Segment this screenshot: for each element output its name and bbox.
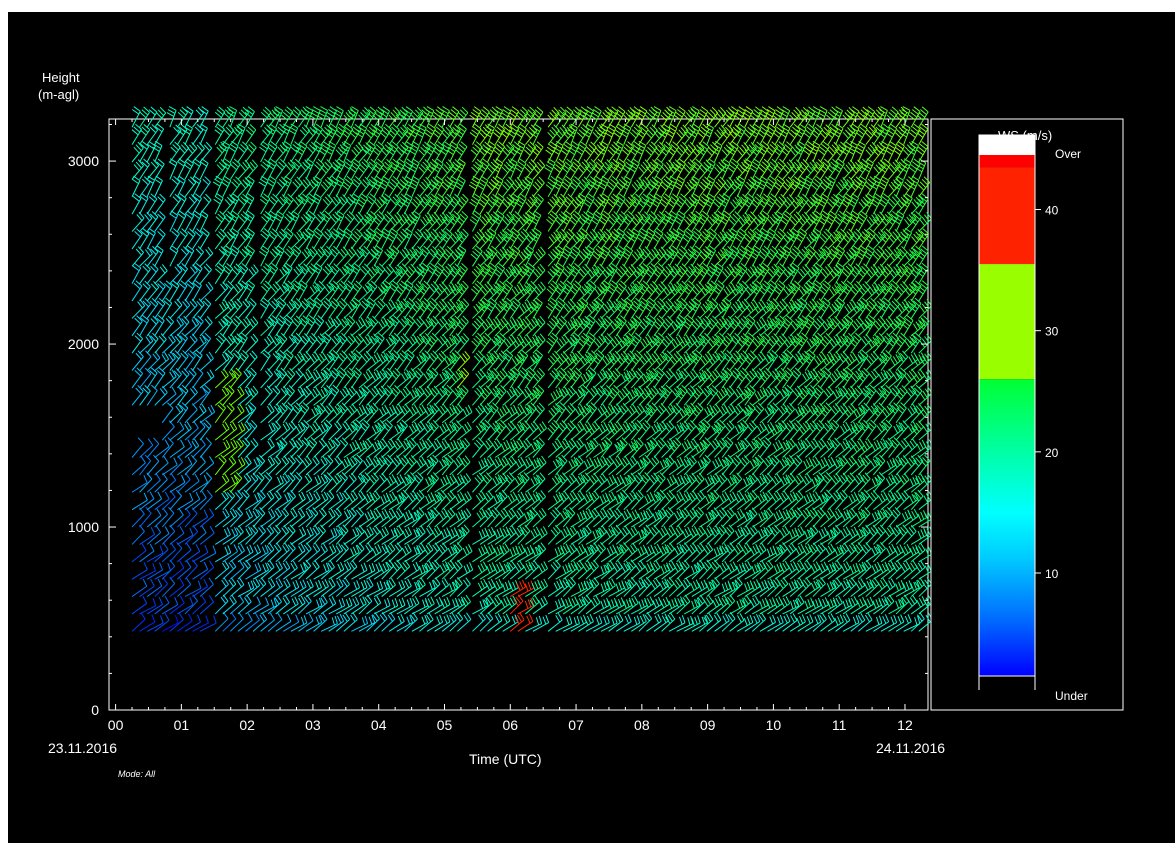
- colorbar-over-label: Over: [1055, 147, 1081, 161]
- x-tick-label: 10: [766, 717, 782, 733]
- x-tick-label: 02: [239, 717, 255, 733]
- colorbar: [979, 135, 1035, 690]
- colorbar-tick-label: 20: [1045, 446, 1059, 460]
- colorbar-segment: [979, 264, 1035, 379]
- mode-label: Mode: All: [118, 769, 156, 779]
- x-tick-label: 08: [634, 717, 650, 733]
- x-tick-label: 04: [371, 717, 387, 733]
- colorbar-segment: [979, 155, 1035, 167]
- start-date-label: 23.11.2016: [48, 740, 117, 756]
- wind-profile-chart: Height (m-agl) Time (UTC) 23.11.2016 24.…: [8, 12, 1175, 843]
- x-tick-label: 07: [568, 717, 584, 733]
- plot-window: Height (m-agl) Time (UTC) 23.11.2016 24.…: [8, 12, 1175, 843]
- x-tick-label: 01: [174, 717, 190, 733]
- colorbar-tick-label: 40: [1045, 204, 1059, 218]
- end-date-label: 24.11.2016: [876, 740, 945, 756]
- x-tick-label: 03: [305, 717, 321, 733]
- x-tick-label: 11: [832, 717, 847, 733]
- x-axis-title: Time (UTC): [469, 751, 542, 767]
- x-tick-label: 05: [437, 717, 453, 733]
- colorbar-segment: [979, 167, 1035, 264]
- y-tick-label: 1000: [68, 519, 99, 535]
- y-tick-label: 2000: [68, 336, 99, 352]
- x-tick-label: 09: [700, 717, 716, 733]
- colorbar-tick-label: 30: [1045, 325, 1059, 339]
- colorbar-over-box: [979, 135, 1035, 155]
- y-axis-title-line1: Height: [42, 70, 80, 85]
- plot-area: 00 01 02 03 04 05 06 07 08 09 10 11 12 0 1000 2000 3000: [68, 107, 935, 733]
- colorbar-segment: [979, 379, 1035, 676]
- x-tick-label: 00: [108, 717, 124, 733]
- x-tick-label: 06: [502, 717, 518, 733]
- colorbar-tick-label: 10: [1045, 567, 1059, 581]
- colorbar-under-label: Under: [1055, 689, 1088, 703]
- y-tick-label: 3000: [68, 153, 99, 169]
- x-tick-label: 12: [897, 717, 913, 733]
- y-axis-title-line2: (m-agl): [38, 87, 79, 102]
- y-tick-label: 0: [91, 702, 99, 718]
